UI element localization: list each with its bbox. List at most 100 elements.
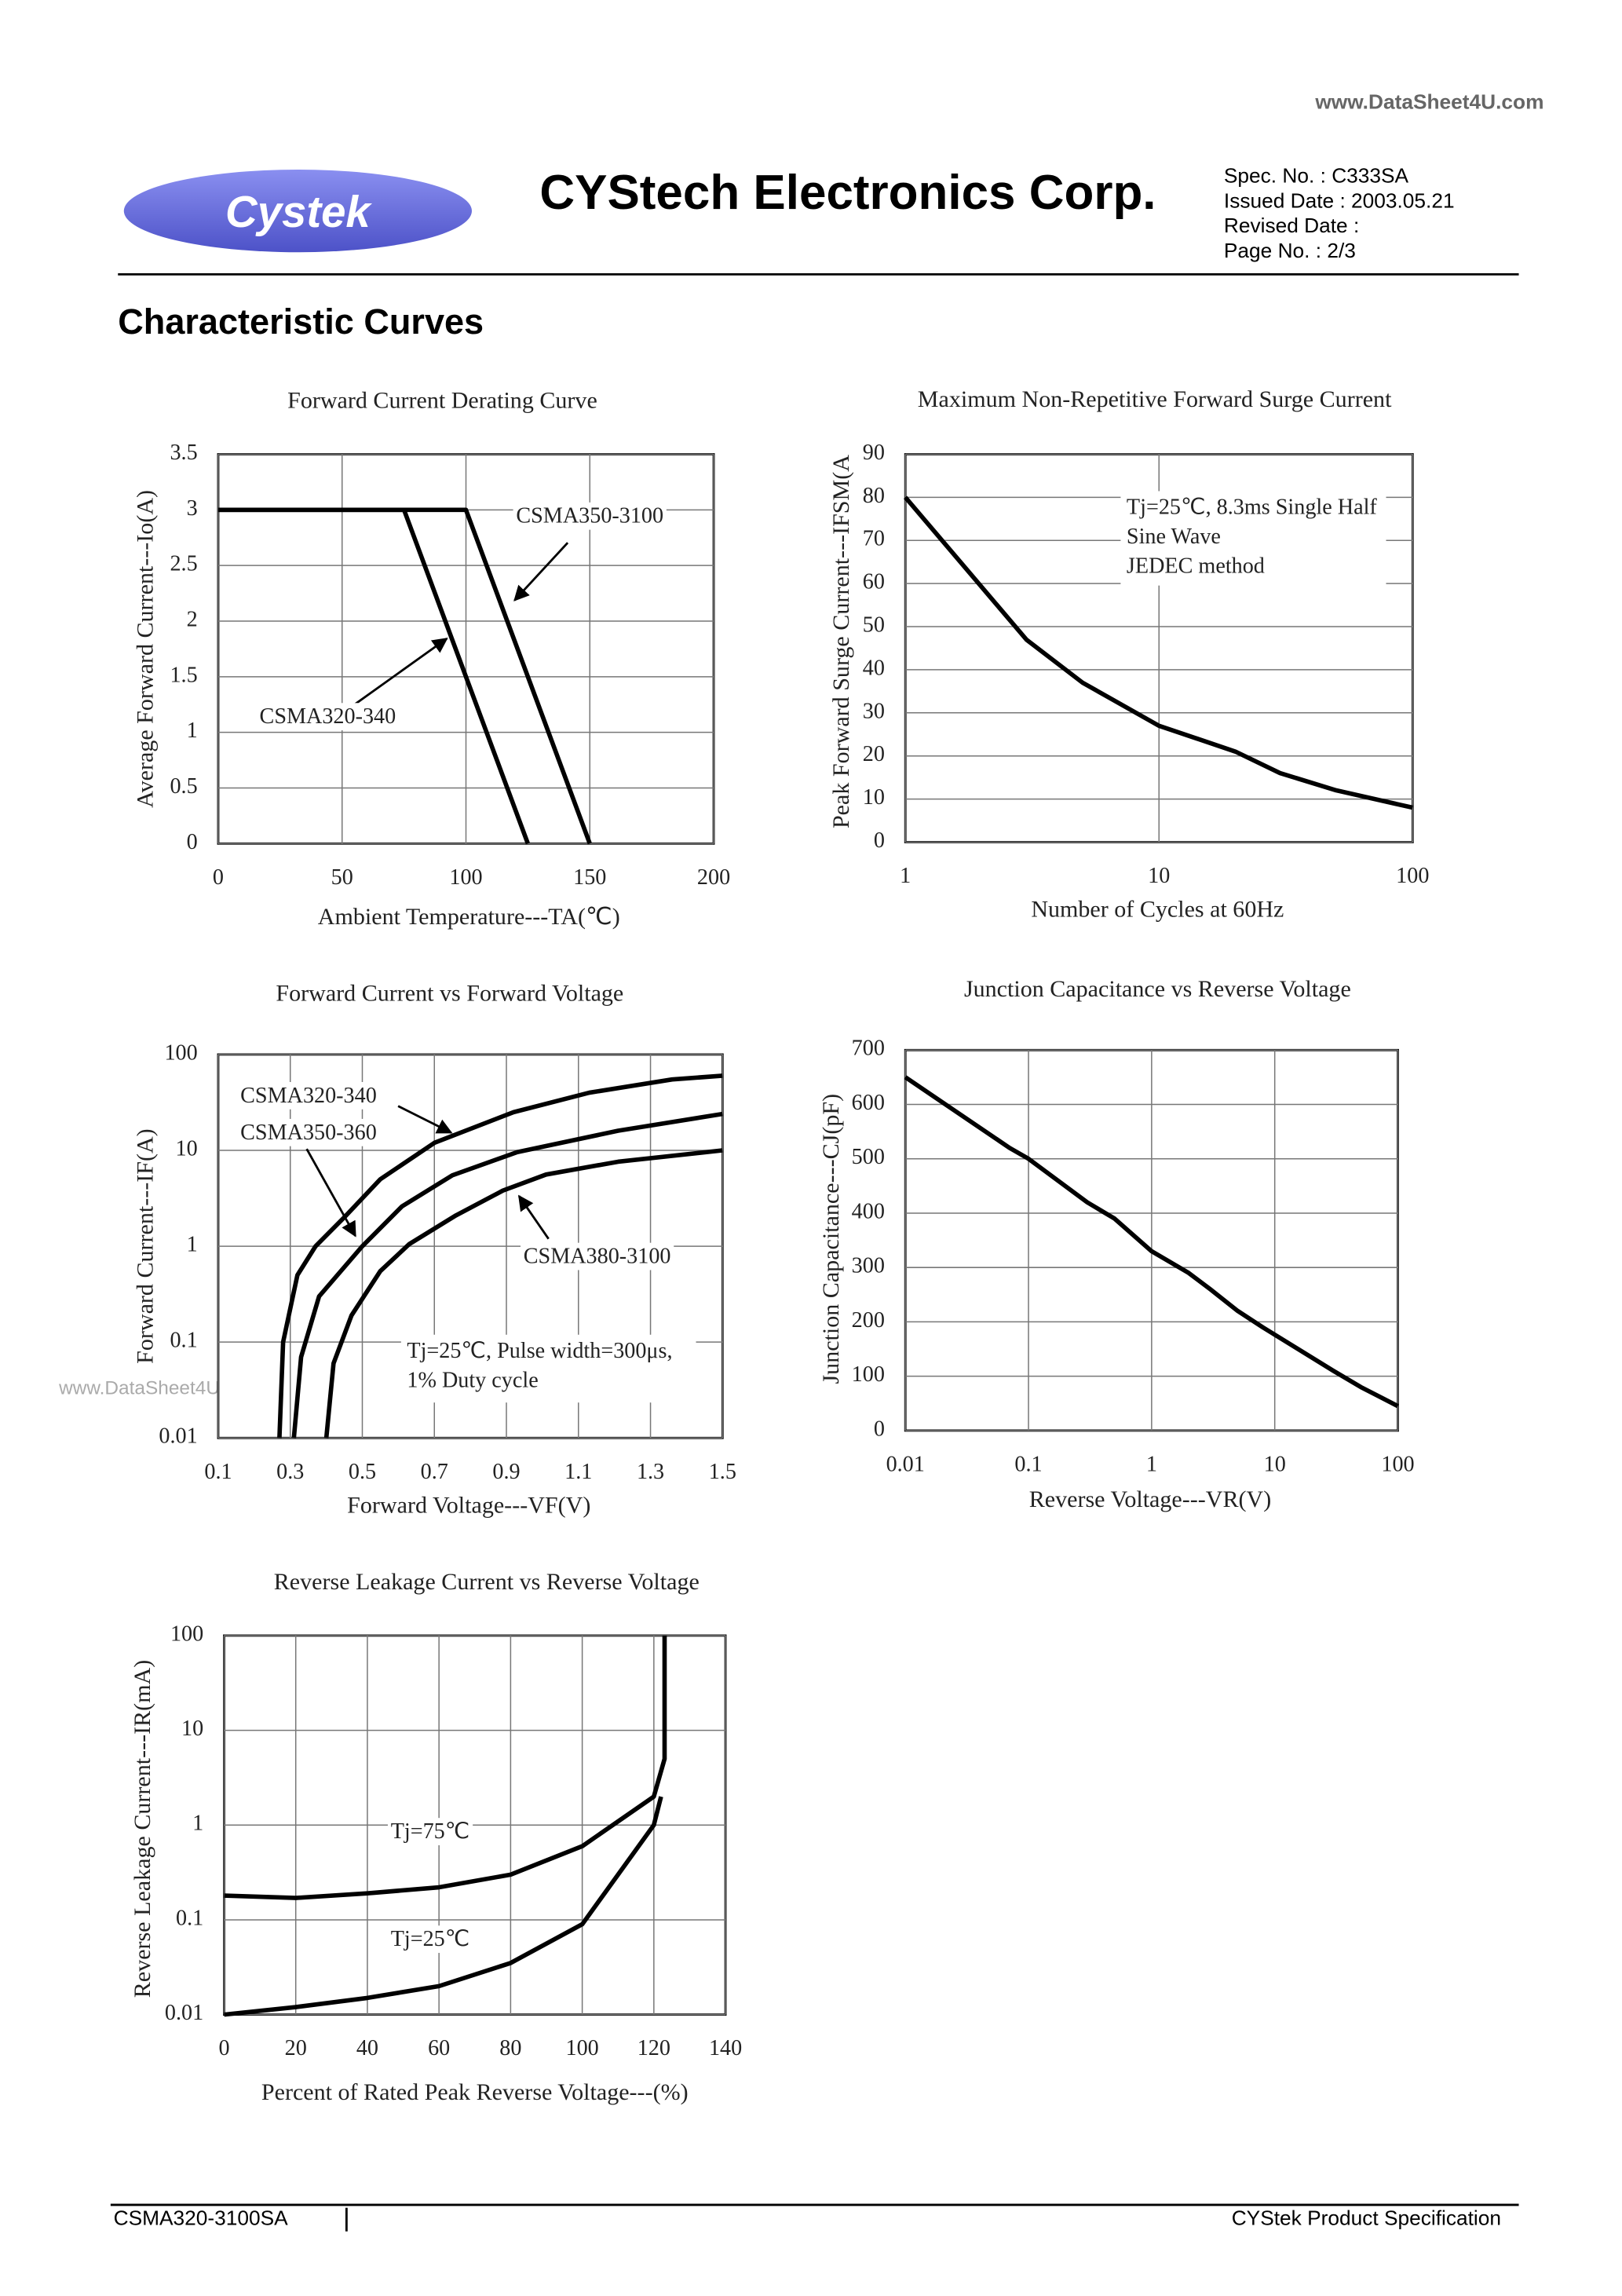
x-tick-label: 0.01 (886, 1452, 925, 1476)
x-tick-label: 60 (428, 2036, 450, 2060)
x-axis-label: Percent of Rated Peak Reverse Voltage---… (261, 2078, 689, 2105)
x-tick-label: 20 (285, 2036, 307, 2060)
y-tick-label: 20 (863, 742, 885, 766)
x-tick-label: 150 (573, 865, 606, 890)
y-tick-label: 500 (852, 1145, 885, 1169)
x-tick-label: 1.5 (709, 1460, 736, 1484)
x-tick-label: 0 (213, 865, 224, 890)
y-tick-label: 600 (852, 1091, 885, 1115)
series-line (323, 1148, 723, 1439)
y-tick-label: 1 (192, 1812, 203, 1836)
chart-title: Forward Current vs Forward Voltage (276, 980, 623, 1007)
y-tick-label: 0 (874, 1417, 885, 1441)
chart: 0 50 100 150 200 0 0.5 1 1.5 2 2.5 3 3.5 Forward Curr… (132, 387, 730, 930)
y-tick-label: 700 (852, 1036, 885, 1061)
x-tick-label: 0.9 (492, 1460, 520, 1484)
x-tick-label: 10 (1264, 1452, 1286, 1476)
arrow (517, 1194, 550, 1240)
series-line (224, 1796, 663, 2017)
series-label-bg (237, 1081, 380, 1110)
x-tick-label: 100 (449, 865, 482, 890)
section-title: Characteristic Curves (118, 302, 484, 342)
y-tick-label: 3.5 (170, 441, 197, 465)
series-label-bg (387, 1925, 473, 1954)
series-label-bg (256, 703, 399, 731)
spec-line: Page No. : 2/3 (1224, 239, 1356, 262)
x-tick-label: 0.1 (204, 1460, 232, 1484)
x-tick-label: 50 (331, 865, 353, 890)
y-axis-label: Reverse Leakage Current---IR(mA) (129, 1660, 155, 1998)
series-label-bg (387, 1818, 473, 1845)
x-tick-label: 120 (637, 2036, 670, 2060)
x-tick-label: 0.7 (421, 1460, 448, 1484)
x-tick-label: 0.3 (276, 1460, 304, 1484)
y-tick-label: 3 (187, 496, 198, 521)
spec-line: Revised Date : (1224, 214, 1359, 237)
y-tick-label: 300 (852, 1254, 885, 1278)
series-label: CSMA320-340 (260, 704, 396, 729)
x-tick-label: 1.3 (637, 1460, 664, 1484)
x-tick-label: 100 (1396, 864, 1429, 888)
watermark: www.DataSheet4U.com (1314, 90, 1543, 113)
x-tick-label: 80 (499, 2036, 521, 2060)
y-tick-label: 30 (863, 699, 885, 723)
y-tick-label: 10 (176, 1136, 198, 1161)
y-tick-label: 2 (187, 607, 198, 631)
x-axis-label: Number of Cycles at 60Hz (1031, 896, 1284, 923)
y-tick-label: 90 (863, 441, 885, 465)
y-tick-label: 10 (181, 1717, 203, 1741)
y-tick-label: 100 (164, 1040, 197, 1065)
x-tick-label: 1.1 (564, 1460, 592, 1484)
series-label-bg (237, 1118, 380, 1146)
annotation: JEDEC method (1127, 554, 1265, 579)
y-tick-label: 60 (863, 570, 885, 594)
y-tick-label: 100 (170, 1621, 203, 1646)
series-line (291, 1111, 723, 1439)
annotation: Sine Wave (1127, 525, 1221, 549)
y-tick-label: 0.01 (159, 1424, 197, 1449)
series-line (217, 507, 592, 845)
logo: Cystek (225, 187, 372, 236)
series-line (904, 1075, 1399, 1409)
x-tick-label: 140 (709, 2036, 742, 2060)
y-tick-label: 50 (863, 613, 885, 638)
series-label: CSMA350-360 (240, 1121, 377, 1145)
y-tick-label: 40 (863, 656, 885, 680)
x-tick-label: 100 (1381, 1452, 1414, 1476)
annotation: 1% Duty cycle (407, 1368, 538, 1392)
x-tick-label: 0 (218, 2036, 229, 2060)
y-tick-label: 1.5 (170, 663, 197, 687)
logo-shape (123, 170, 473, 253)
arrow (397, 1105, 453, 1134)
y-tick-label: 0 (187, 830, 198, 854)
series-label-bg (513, 502, 667, 530)
chart: 0.1 0.3 0.5 0.7 0.9 1.1 1.3 1.5 0.01 0.1 1 10 100 For… (132, 980, 736, 1519)
annotation-box (400, 1334, 696, 1403)
y-tick-label: 80 (863, 484, 885, 508)
annotation: Tj=25℃, 8.3ms Single Half (1127, 495, 1377, 519)
spec-line: Spec. No. : C333SA (1224, 163, 1409, 187)
y-tick-label: 1 (187, 1233, 198, 1257)
footer-right: CYStek Product Specification (1232, 2206, 1501, 2230)
annotation-box (1120, 491, 1386, 586)
chart-title: Reverse Leakage Current vs Reverse Volta… (274, 1568, 700, 1595)
arrow (353, 638, 448, 706)
x-axis-label: Forward Voltage---VF(V) (347, 1491, 590, 1518)
x-tick-label: 0.1 (1014, 1452, 1042, 1476)
x-tick-label: 100 (565, 2036, 598, 2060)
y-tick-label: 0.1 (176, 1906, 203, 1930)
y-tick-label: 100 (852, 1362, 885, 1387)
footer-left: CSMA320-3100SA (114, 2206, 289, 2230)
x-tick-label: 1 (1146, 1452, 1157, 1476)
x-tick-label: 10 (1148, 864, 1170, 888)
y-tick-label: 70 (863, 527, 885, 551)
series-label: CSMA320-340 (240, 1084, 377, 1108)
spec-line: Issued Date : 2003.05.21 (1224, 188, 1455, 212)
chart-title: Maximum Non-Repetitive Forward Surge Cur… (918, 386, 1392, 412)
y-tick-label: 0 (874, 828, 885, 853)
chart-title: Forward Current Derating Curve (287, 387, 597, 414)
y-tick-label: 10 (863, 785, 885, 810)
